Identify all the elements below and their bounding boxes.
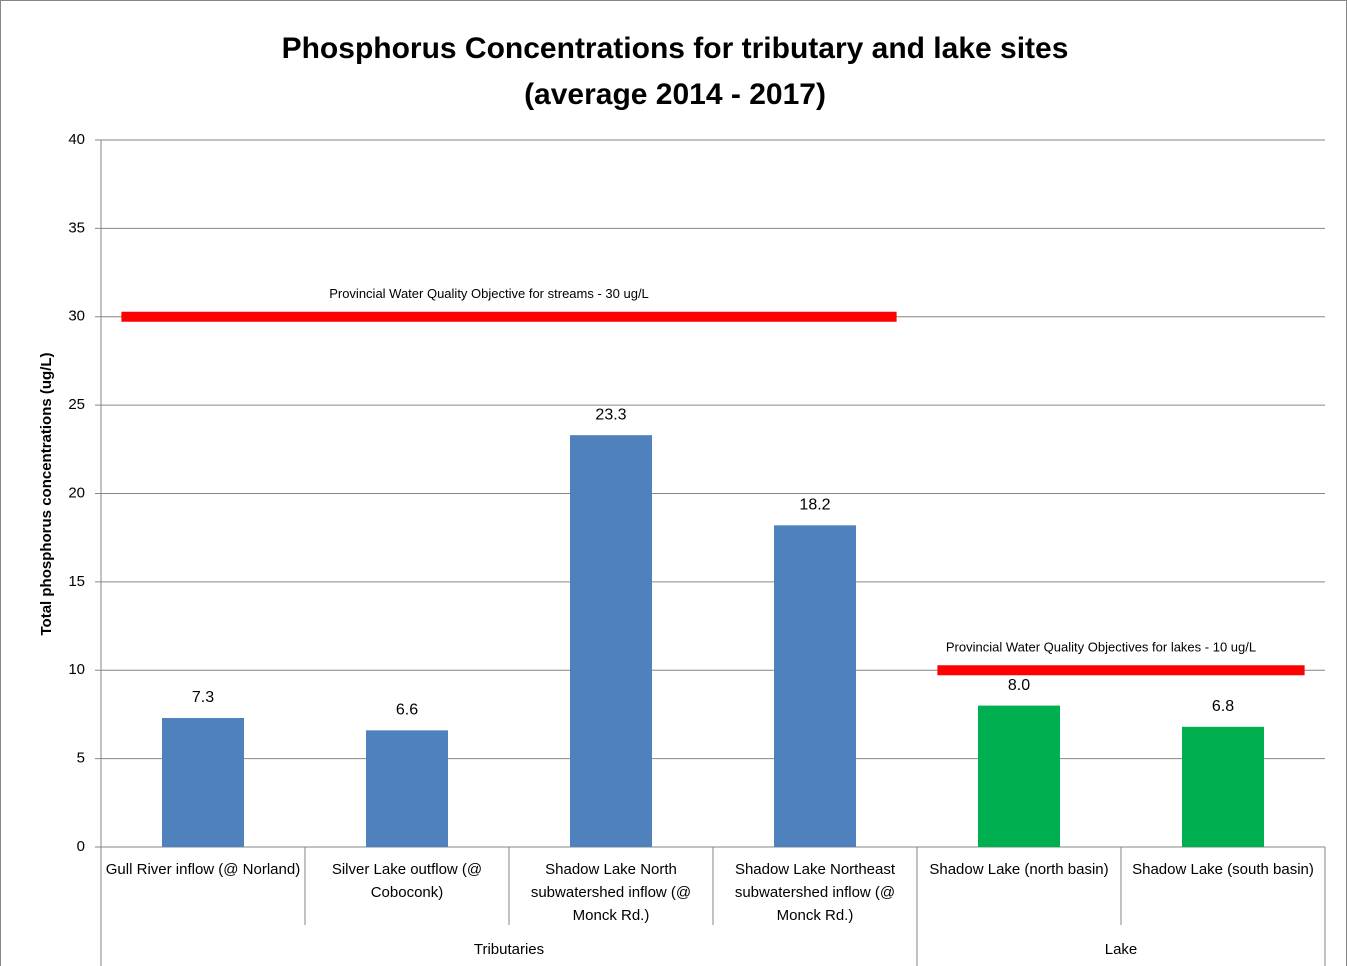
bar [162,717,244,847]
y-tick-label: 5 [77,750,85,767]
y-tick-label: 40 [68,131,85,148]
y-tick-label: 25 [68,396,85,413]
y-tick-label: 20 [68,484,85,501]
x-tick-label: Shadow Lake North subwatershed inflow (@… [530,861,692,924]
chart-title: Phosphorus Concentrations for tributary … [282,32,1069,65]
y-tick-label: 35 [68,219,85,236]
x-tick-label: Gull River inflow (@ Norland) [105,861,301,878]
group-label: Tributaries [474,941,544,958]
bar [1182,726,1264,847]
bar [570,435,652,847]
threshold-label: Provincial Water Quality Objectives for … [946,640,1256,655]
y-axis-label: Total phosphorus concentrations (ug/L) [38,352,55,635]
group-label: Lake [1105,941,1138,958]
x-tick-label: Shadow Lake (south basin) [1132,861,1314,878]
x-tick-label: Silver Lake outflow (@ Coboconk) [331,861,483,901]
y-tick-label: 30 [68,308,85,325]
x-tick-label: Shadow Lake Northeast subwatershed inflo… [734,861,896,924]
bar [366,730,448,847]
y-tick-label: 10 [68,661,85,678]
bar [774,525,856,847]
x-tick-label: Shadow Lake (north basin) [929,861,1109,878]
value-label: 8.0 [1008,677,1030,694]
y-tick-label: 0 [77,838,85,855]
value-label: 23.3 [595,406,626,423]
chart-subtitle: (average 2014 - 2017) [524,78,826,111]
bar [978,705,1060,847]
threshold-label: Provincial Water Quality Objective for s… [329,286,649,301]
value-label: 7.3 [192,689,214,706]
value-label: 6.6 [396,702,418,719]
y-tick-label: 15 [68,573,85,590]
value-label: 6.8 [1212,698,1234,715]
value-label: 18.2 [799,497,830,514]
